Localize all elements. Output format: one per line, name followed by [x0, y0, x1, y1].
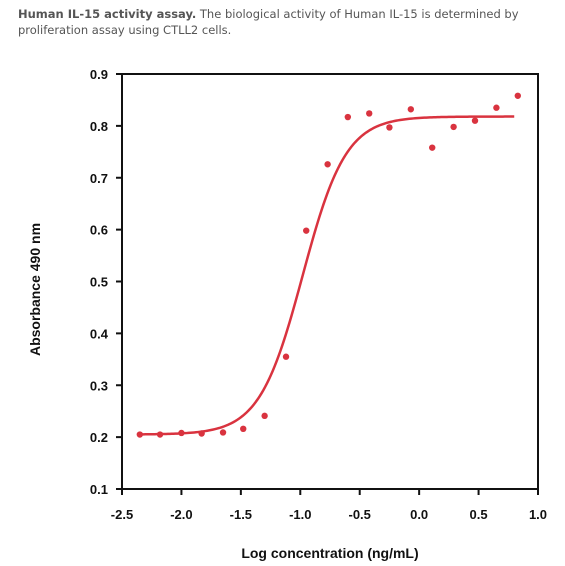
chart-axes [121, 73, 539, 490]
y-tick-label: 0.6 [90, 223, 108, 238]
y-tick-label: 0.7 [90, 171, 108, 186]
caption-body: The biological activity of Human IL-15 i… [18, 7, 519, 37]
x-tick-label: -2.0 [170, 507, 192, 522]
data-point [178, 429, 185, 437]
y-tick-label: 0.1 [90, 482, 108, 497]
data-point [344, 113, 352, 121]
data-point [514, 92, 521, 99]
data-point [240, 425, 247, 433]
y-tick-label: 0.8 [90, 119, 108, 134]
data-point [407, 106, 415, 113]
x-tick-label: 0.5 [470, 507, 488, 522]
data-point [386, 124, 393, 131]
y-tick-label: 0.9 [90, 67, 108, 82]
data-point [303, 227, 310, 234]
data-point [136, 431, 144, 438]
data-point [324, 161, 331, 168]
x-axis-title: Log concentration (ng/mL) [241, 545, 418, 561]
y-axis-title: Absorbance 490 nm [27, 223, 43, 356]
x-tick-label: -0.5 [349, 507, 371, 522]
x-tick-label: -1.0 [289, 507, 311, 522]
data-point [366, 110, 373, 117]
figure-caption: Human IL-15 activity assay. The biologic… [18, 6, 558, 38]
data-points [136, 92, 521, 438]
data-point [429, 144, 436, 151]
y-tick-label: 0.3 [90, 378, 108, 393]
x-tick-label: -1.5 [230, 507, 252, 522]
data-point [450, 123, 457, 131]
data-point [219, 429, 227, 436]
y-tick-label: 0.4 [90, 326, 109, 341]
y-tick-label: 0.5 [90, 275, 108, 290]
data-point [261, 412, 268, 420]
caption-lead: Human IL-15 activity assay. [18, 7, 197, 21]
x-tick-label: 0.0 [410, 507, 428, 522]
data-point [471, 117, 479, 124]
chart-ticks: -2.5 -2.0 -1.5 -1.0 -0.5 0.0 0.5 1.0 0.1 0.2 0.3 0.… [90, 67, 547, 522]
data-point [282, 353, 290, 360]
data-point [493, 104, 500, 111]
data-point [198, 430, 205, 437]
plot-frame [121, 73, 539, 490]
x-tick-label: -2.5 [111, 507, 133, 522]
y-tick-label: 0.2 [90, 430, 108, 445]
x-tick-label: 1.0 [529, 507, 547, 522]
data-point [156, 431, 164, 438]
